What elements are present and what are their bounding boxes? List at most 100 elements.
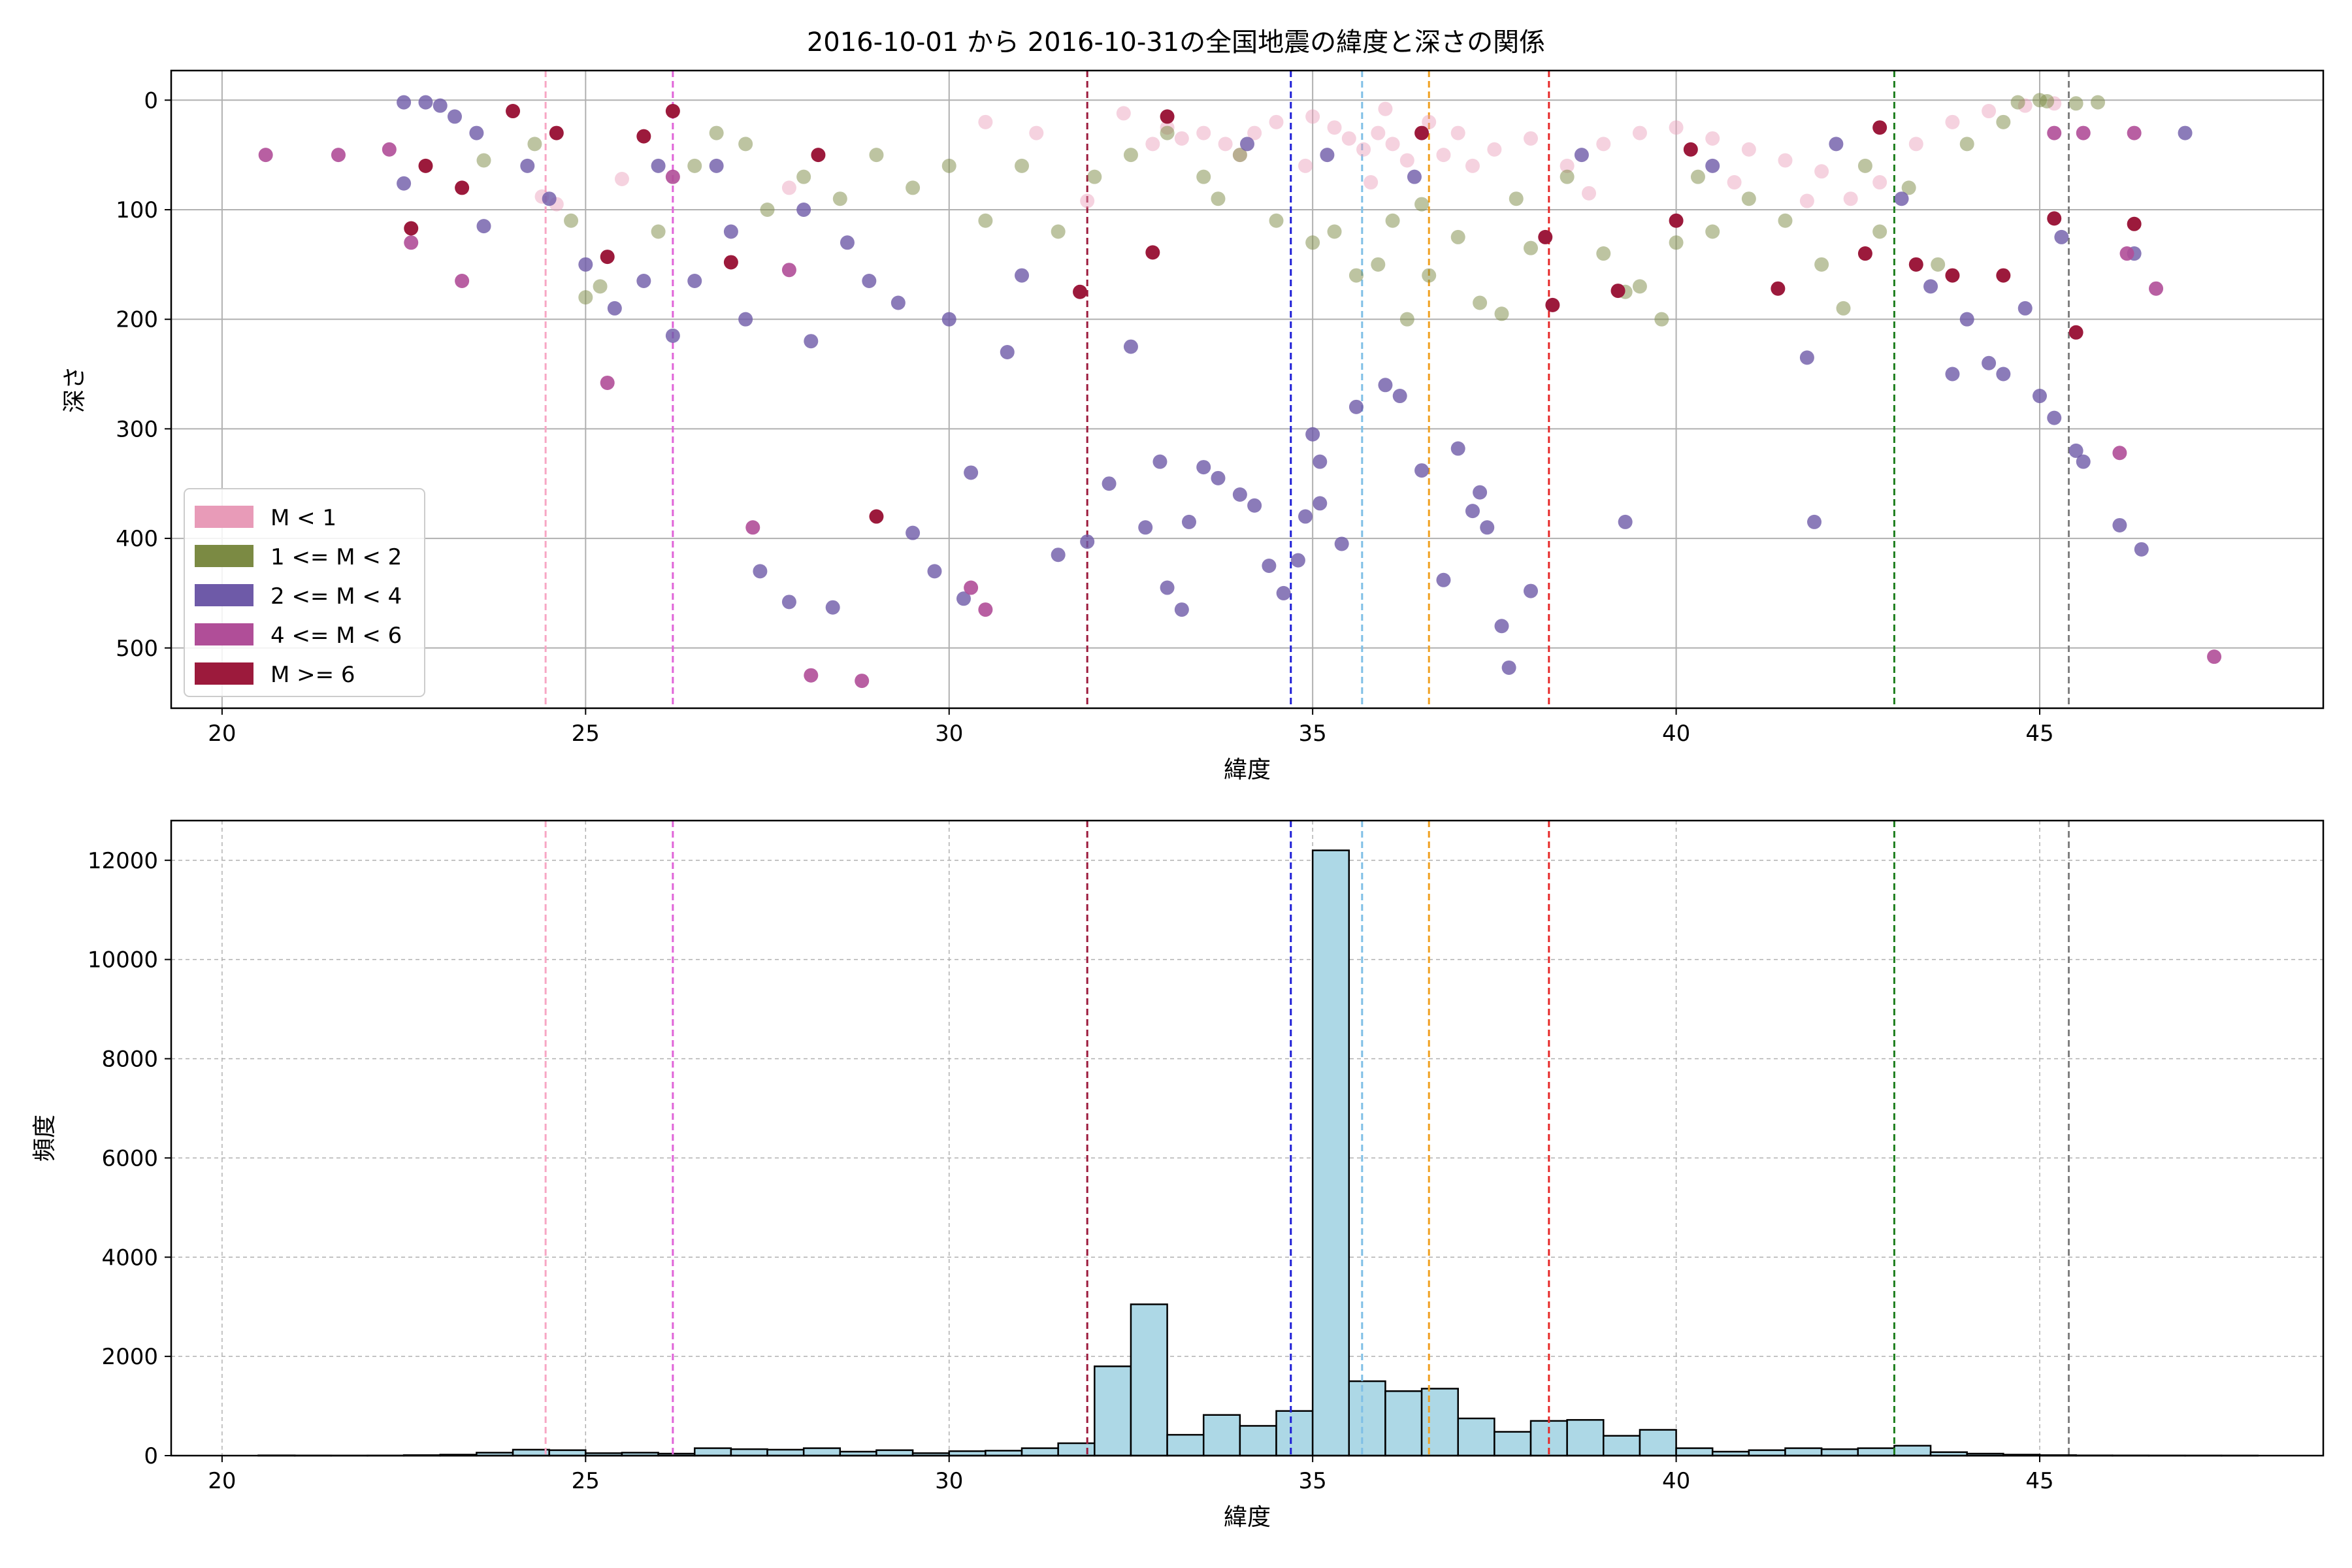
scatter-point [781, 595, 796, 610]
scatter-point [832, 191, 847, 206]
scatter-point [1392, 389, 1407, 404]
histogram-reference-lines [544, 821, 2070, 1456]
scatter-point [1174, 131, 1189, 146]
scatter-y-tick-label: 500 [116, 636, 158, 662]
scatter-point [1894, 191, 1909, 206]
legend-swatch [195, 584, 253, 606]
scatter-point [2068, 443, 2083, 458]
scatter-point [2076, 454, 2091, 469]
scatter-point [1138, 520, 1153, 535]
histogram-bar [1275, 1410, 1314, 1457]
scatter-point [2149, 281, 2164, 296]
scatter-point [1778, 153, 1793, 168]
scatter-point [1996, 367, 2011, 382]
scatter-point [520, 158, 535, 173]
scatter-point [1705, 158, 1720, 173]
scatter-point [2119, 246, 2134, 261]
scatter-point [1669, 120, 1684, 135]
scatter-x-tick-label: 35 [1299, 721, 1327, 747]
scatter-point [382, 142, 397, 157]
scatter-point [2112, 446, 2127, 461]
scatter-point [941, 158, 956, 173]
scatter-point [1247, 125, 1262, 140]
scatter-point [1799, 350, 1814, 365]
scatter-point [1705, 131, 1720, 146]
scatter-point [1152, 454, 1168, 469]
scatter-point [804, 668, 819, 683]
scatter-point [1908, 257, 1923, 272]
scatter-point [927, 564, 942, 579]
scatter-point [1931, 257, 1946, 272]
scatter-point [1174, 602, 1189, 617]
histogram-bar [1457, 1417, 1495, 1457]
scatter-point [1305, 235, 1320, 250]
histogram-bar [1748, 1449, 1786, 1457]
scatter-point [796, 169, 811, 184]
scatter-point [1290, 553, 1305, 568]
histogram-bar [1494, 1431, 1532, 1457]
scatter-point [760, 202, 775, 217]
scatter-point [855, 674, 870, 689]
scatter-point [1269, 213, 1284, 228]
scatter-point [1524, 240, 1539, 255]
scatter-x-tick-label: 25 [572, 721, 600, 747]
scatter-point [2134, 542, 2149, 557]
scatter-point [1465, 158, 1480, 173]
scatter-point [1371, 257, 1386, 272]
scatter-point [1465, 504, 1480, 519]
scatter-point [1145, 245, 1160, 260]
scatter-point [1582, 186, 1597, 201]
histogram-bar [1857, 1447, 1895, 1457]
scatter-point [1080, 193, 1095, 208]
legend-entry: 1 <= M < 2 [270, 544, 402, 570]
scatter-point [1378, 101, 1393, 116]
scatter-point [687, 273, 702, 288]
scatter-point [1240, 137, 1254, 152]
scatter-point [418, 95, 433, 110]
scatter-point [1807, 514, 1822, 529]
scatter-point [1414, 197, 1429, 212]
scatter-point [890, 295, 906, 310]
scatter-point [1538, 229, 1553, 244]
scatter-point [1385, 137, 1400, 152]
scatter-point [2047, 125, 2062, 140]
scatter-point [825, 600, 840, 615]
scatter-point [476, 153, 491, 168]
scatter-point [1982, 355, 1997, 370]
scatter-x-axis-label: 緯度 [1224, 757, 1271, 783]
scatter-point [331, 148, 346, 163]
scatter-x-ticks: 20 25 30 35 40 45 [208, 708, 2054, 747]
scatter-point [2040, 93, 2055, 108]
scatter-point [1487, 142, 1502, 157]
histogram-bar [1094, 1365, 1132, 1457]
scatter-point [1669, 213, 1684, 228]
scatter-point [1334, 536, 1349, 551]
scatter-point [1480, 520, 1495, 535]
scatter-point [1959, 137, 1974, 152]
scatter-point [1632, 125, 1647, 140]
scatter-point [1923, 279, 1938, 294]
histogram-bar [1566, 1419, 1605, 1457]
scatter-axes-frame [170, 69, 2325, 710]
histogram-x-tick-label: 20 [208, 1468, 236, 1494]
scatter-legend: M < 1 1 <= M < 2 2 <= M < 4 4 <= M < 6 M >= … [184, 488, 425, 697]
scatter-point [723, 224, 738, 239]
scatter-point [2112, 517, 2127, 532]
scatter-point [1545, 297, 1560, 312]
scatter-point [404, 221, 419, 236]
scatter-point [964, 580, 979, 595]
histogram-x-ticks: 20 25 30 35 40 45 [208, 1456, 2054, 1494]
scatter-y-tick-label: 0 [144, 88, 158, 114]
histogram-bar [1130, 1303, 1168, 1457]
scatter-point [1029, 125, 1044, 140]
scatter-point [418, 158, 433, 173]
scatter-point [1596, 137, 1611, 152]
scatter-point [1015, 268, 1030, 283]
scatter-point [1509, 191, 1524, 206]
histogram-bar [1420, 1388, 1459, 1457]
scatter-point [964, 465, 979, 480]
histogram-bar [730, 1448, 768, 1457]
scatter-point [1327, 120, 1342, 135]
scatter-point [1473, 485, 1488, 500]
scatter-point [2207, 649, 2222, 664]
